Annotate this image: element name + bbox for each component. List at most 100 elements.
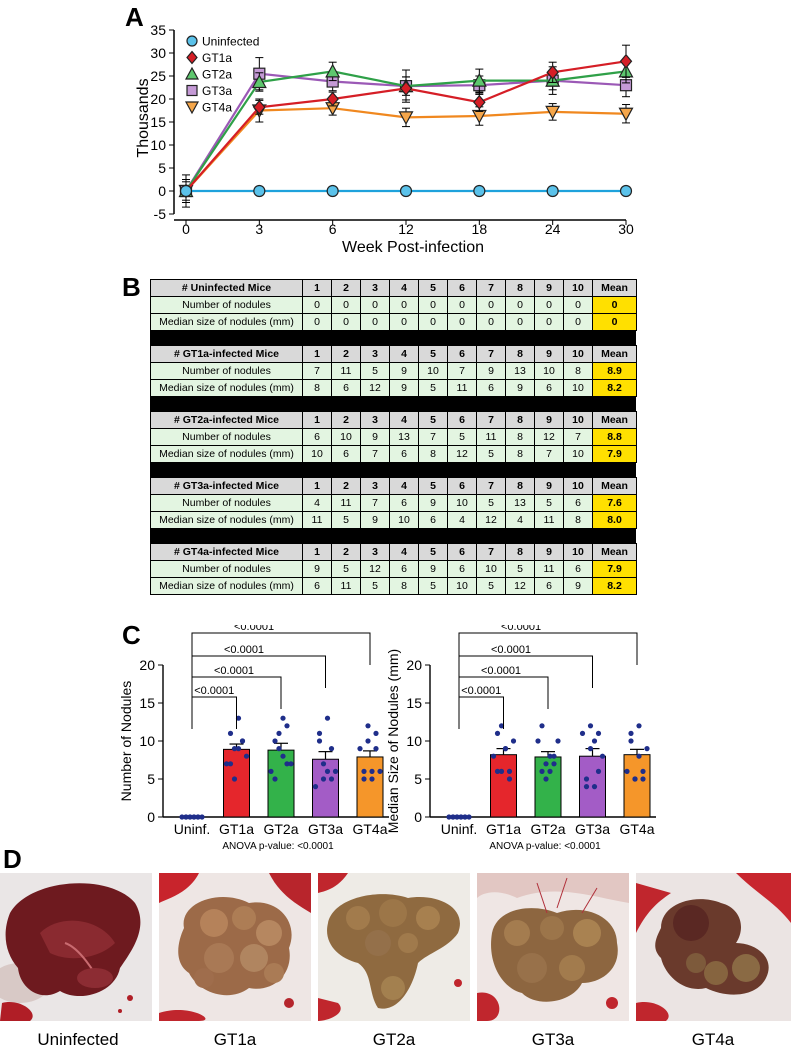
table-cell: 0 <box>418 296 448 314</box>
data-point <box>179 184 193 198</box>
data-point <box>199 814 205 820</box>
table-cell: 1 <box>302 543 332 561</box>
table-cell: 11 <box>331 494 361 512</box>
data-point <box>326 91 339 107</box>
table-cell: 0 <box>331 313 361 331</box>
x-tick-label: Uninf. <box>174 821 211 837</box>
table-cell: 6 <box>447 477 477 495</box>
photo-label-uninfected: Uninfected <box>37 1030 119 1049</box>
table-cell: 10 <box>418 362 448 380</box>
data-point <box>253 99 266 115</box>
table-row-count: Number of nodules 7 11 5 9 10 7 9 13 10 8 8.9 <box>150 362 637 380</box>
table-cell: 10 <box>563 279 593 297</box>
data-point <box>506 776 513 782</box>
table-row-count: Number of nodules 4 11 7 6 9 10 5 13 5 6 7.6 <box>150 494 637 512</box>
data-point <box>545 105 561 120</box>
data-point <box>591 738 598 744</box>
table-cell: 10 <box>563 543 593 561</box>
table-cell: Median size of nodules (mm) <box>150 379 303 397</box>
bar <box>490 754 517 818</box>
photo-label-gt1a: GT1a <box>213 1030 257 1049</box>
nodule-table: # GT3a-infected Mice 1 2 3 4 5 6 7 8 9 10 Mean Numbe… <box>150 477 637 529</box>
table-cell: 0 <box>563 296 593 314</box>
data-point <box>187 814 193 820</box>
table-cell: 0 <box>447 296 477 314</box>
table-row-count: Number of nodules 0 0 0 0 0 0 0 0 0 0 0 <box>150 296 637 314</box>
table-cell: 11 <box>447 379 477 397</box>
table-cell: 6 <box>563 494 593 512</box>
data-point <box>546 64 559 80</box>
table-cell: 6 <box>447 345 477 363</box>
table-cell: 7 <box>418 428 448 446</box>
table-cell: 8 <box>505 411 535 429</box>
data-point <box>231 776 238 782</box>
table-cell: 12 <box>534 428 564 446</box>
x-tick-label: GT2a <box>530 821 565 837</box>
table-cell: 6 <box>534 379 564 397</box>
x-tick-label: Uninf. <box>441 821 478 837</box>
x-tick-label: GT4a <box>352 821 387 837</box>
x-tick-label: 6 <box>329 221 337 237</box>
table-cell: Mean <box>592 411 637 429</box>
table-separator <box>150 331 636 345</box>
data-point <box>326 184 339 198</box>
data-point <box>462 814 468 820</box>
table-cell: 8.9 <box>592 362 637 380</box>
data-point <box>640 768 646 774</box>
table-cell: 11 <box>476 428 506 446</box>
table-cell: 0 <box>302 296 332 314</box>
table-cell: 6 <box>302 577 332 595</box>
nodule-tables: # Uninfected Mice 1 2 3 4 5 6 7 8 9 10 Mean Number o… <box>150 279 637 595</box>
table-cell: 11 <box>331 577 361 595</box>
data-point <box>599 753 606 759</box>
data-point <box>551 761 557 767</box>
table-cell: 6 <box>563 560 593 578</box>
table-cell: 8 <box>505 445 535 463</box>
table-cell: Number of nodules <box>150 296 303 314</box>
table-cell: 4 <box>389 279 419 297</box>
data-point <box>446 814 452 820</box>
data-point <box>280 715 286 721</box>
data-point <box>632 776 638 782</box>
data-point <box>324 715 331 721</box>
table-cell: 2 <box>331 477 361 495</box>
bar <box>267 749 295 818</box>
data-point <box>579 730 586 736</box>
table-cell: 1 <box>302 279 332 297</box>
data-point <box>357 746 363 752</box>
bar <box>356 756 384 818</box>
data-point <box>502 746 509 752</box>
table-cell: 12 <box>476 511 506 529</box>
table-cell: 13 <box>505 494 535 512</box>
table-cell: 0 <box>592 313 637 331</box>
table-cell: 5 <box>360 362 390 380</box>
table-cell: 0 <box>447 313 477 331</box>
data-point <box>636 753 642 759</box>
panel-label-b: B <box>122 272 141 302</box>
data-point <box>223 761 230 767</box>
table-cell: Mean <box>592 345 637 363</box>
data-point <box>183 814 189 820</box>
table-cell: 8 <box>389 577 419 595</box>
data-point <box>595 768 602 774</box>
table-cell: 10 <box>563 411 593 429</box>
table-cell: 9 <box>360 511 390 529</box>
table-cell: 6 <box>418 511 448 529</box>
table-cell: Mean <box>592 477 637 495</box>
y-tick-label: 15 <box>406 695 422 711</box>
table-cell: Median size of nodules (mm) <box>150 313 303 331</box>
data-point <box>399 80 413 96</box>
line-chart-panel-a: -5 0 5 10 15 20 25 30 35 0 3 6 12 18 24 30 Uninfected GT… <box>135 22 634 256</box>
table-cell: 8 <box>505 345 535 363</box>
data-point <box>377 768 383 774</box>
comparison-bracket <box>191 655 326 688</box>
table-cell: 5 <box>418 577 448 595</box>
table-cell: 0 <box>302 313 332 331</box>
data-point <box>231 746 238 752</box>
table-cell: 0 <box>505 313 535 331</box>
table-cell: 6 <box>447 560 477 578</box>
bar-chart-median-size: 0 5 10 15 20 Median Size of Nodules (mm) Uninf… <box>385 625 656 852</box>
table-cell: 5 <box>418 477 448 495</box>
data-point <box>276 730 282 736</box>
series-uninfected <box>179 184 633 198</box>
